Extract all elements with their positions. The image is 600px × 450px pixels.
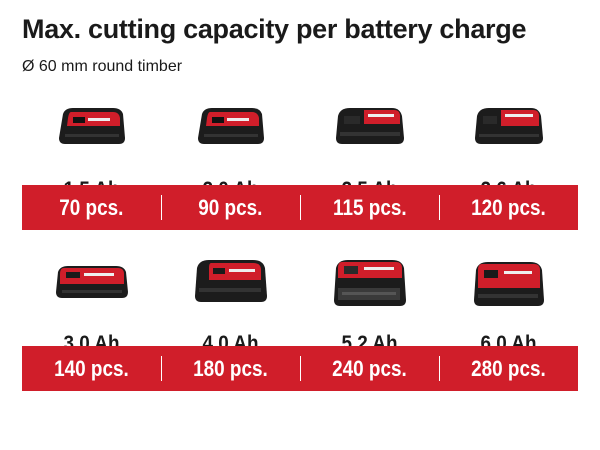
cut-count-cell: 140 pcs. [22, 346, 161, 391]
battery-flat-icon [55, 266, 128, 298]
cut-count-cell: 120 pcs. [439, 185, 578, 230]
battery-large-icon [194, 260, 267, 302]
cut-count-value: 115 pcs. [332, 194, 407, 220]
capacity-band-2: 140 pcs. 180 pcs. 240 pcs. 280 pcs. [22, 346, 578, 391]
battery-small-icon [197, 108, 264, 144]
cut-count-cell: 90 pcs. [161, 185, 300, 230]
battery-item: 4.0 Ah [161, 258, 300, 358]
battery-item: 5.2 Ah [300, 258, 439, 358]
cut-count-cell: 180 pcs. [161, 346, 300, 391]
cut-count-value: 280 pcs. [471, 355, 546, 381]
page-title: Max. cutting capacity per battery charge [22, 14, 527, 44]
cut-count-cell: 240 pcs. [300, 346, 439, 391]
cut-count-cell: 280 pcs. [439, 346, 578, 391]
battery-small-icon [58, 108, 125, 144]
battery-row-2: 3.0 Ah 4.0 Ah 5.2 Ah 6.0 Ah [22, 258, 578, 358]
cut-count-cell: 70 pcs. [22, 185, 161, 230]
cut-count-value: 70 pcs. [59, 194, 124, 220]
battery-item: 6.0 Ah [439, 258, 578, 358]
battery-small-dark-icon [474, 108, 543, 144]
page-subtitle: Ø 60 mm round timber [22, 58, 183, 75]
cut-count-value: 140 pcs. [54, 355, 129, 381]
cut-count-value: 90 pcs. [198, 194, 263, 220]
battery-small-dark-icon [335, 108, 404, 144]
cut-count-value: 240 pcs. [332, 355, 407, 381]
cut-count-value: 180 pcs. [193, 355, 268, 381]
battery-item: 3.0 Ah [22, 258, 161, 358]
cut-count-cell: 115 pcs. [300, 185, 439, 230]
capacity-band-1: 70 pcs. 90 pcs. 115 pcs. 120 pcs. [22, 185, 578, 230]
battery-large-dark-icon [333, 260, 406, 306]
cut-count-value: 120 pcs. [471, 194, 546, 220]
battery-large-icon [473, 262, 544, 306]
